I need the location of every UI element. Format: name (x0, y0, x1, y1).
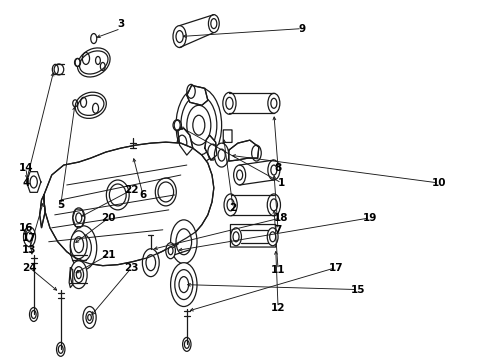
Text: 11: 11 (270, 265, 285, 275)
Text: 22: 22 (124, 185, 139, 195)
Circle shape (57, 342, 65, 356)
Circle shape (223, 92, 236, 114)
Text: 4: 4 (22, 178, 30, 188)
Text: 18: 18 (273, 213, 288, 223)
Circle shape (170, 220, 197, 264)
Circle shape (208, 15, 219, 32)
Circle shape (267, 194, 280, 216)
Polygon shape (178, 128, 192, 155)
FancyBboxPatch shape (230, 225, 275, 247)
Text: 12: 12 (270, 302, 285, 312)
Text: 19: 19 (362, 213, 376, 223)
Text: 10: 10 (431, 178, 446, 188)
Circle shape (73, 208, 84, 228)
Polygon shape (204, 135, 216, 160)
Text: 3: 3 (117, 19, 124, 28)
Circle shape (70, 226, 97, 270)
Text: 21: 21 (102, 250, 116, 260)
Circle shape (23, 227, 36, 247)
Text: 5: 5 (57, 200, 64, 210)
Circle shape (214, 143, 228, 167)
Circle shape (230, 228, 241, 246)
Text: 16: 16 (19, 223, 33, 233)
Circle shape (165, 243, 175, 259)
Text: 23: 23 (124, 263, 139, 273)
Circle shape (142, 249, 159, 276)
Circle shape (267, 228, 278, 246)
Text: 7: 7 (274, 225, 281, 235)
Ellipse shape (54, 64, 63, 75)
Text: 17: 17 (328, 263, 342, 273)
Circle shape (176, 87, 221, 163)
Ellipse shape (173, 120, 181, 131)
Text: 24: 24 (22, 263, 37, 273)
Text: 2: 2 (229, 203, 236, 213)
Text: 6: 6 (139, 190, 146, 200)
Text: 1: 1 (278, 178, 285, 188)
Circle shape (83, 306, 96, 328)
Circle shape (173, 26, 186, 48)
Circle shape (224, 194, 237, 216)
Text: 9: 9 (298, 24, 305, 33)
Polygon shape (186, 85, 207, 105)
FancyBboxPatch shape (223, 130, 231, 143)
Circle shape (267, 160, 279, 180)
Text: 15: 15 (350, 284, 365, 294)
Text: 20: 20 (102, 213, 116, 223)
Circle shape (70, 231, 87, 259)
Circle shape (233, 165, 245, 185)
Polygon shape (40, 195, 45, 228)
Text: 14: 14 (19, 163, 33, 173)
Circle shape (267, 93, 279, 113)
Circle shape (182, 337, 191, 351)
Text: 17: 17 (22, 233, 37, 243)
Ellipse shape (75, 92, 106, 118)
Circle shape (29, 307, 38, 321)
Text: 13: 13 (22, 245, 37, 255)
Text: 8: 8 (274, 163, 281, 173)
Circle shape (170, 263, 197, 306)
Ellipse shape (77, 48, 110, 77)
Polygon shape (228, 140, 258, 161)
Polygon shape (44, 142, 213, 266)
Circle shape (70, 261, 87, 289)
Ellipse shape (74, 58, 81, 67)
